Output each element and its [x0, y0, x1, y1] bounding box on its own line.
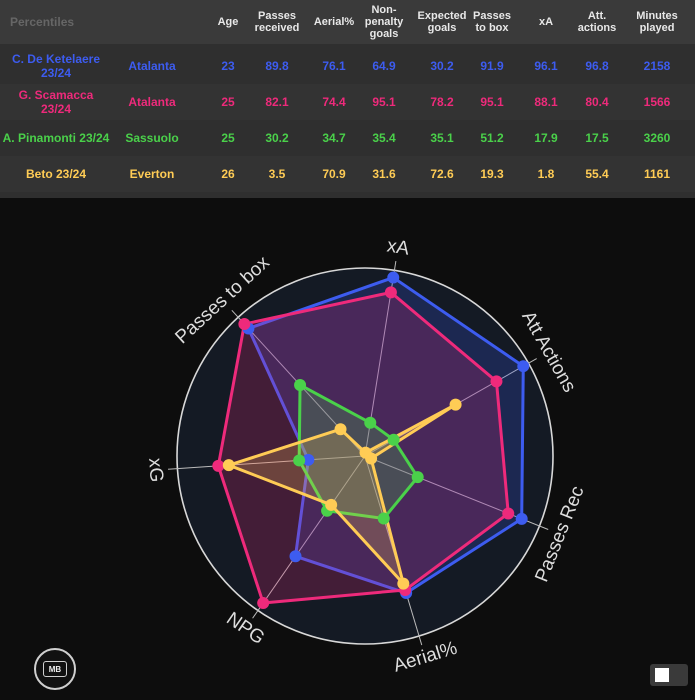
stat-cell: 78.2 — [430, 95, 454, 109]
radar-spoke — [252, 455, 366, 619]
data-point — [334, 423, 347, 436]
table-row: C. De Ketelaere 23/24 Atalanta 23 89.8 76.1 6… — [0, 48, 695, 84]
stat-cell: 35.1 — [430, 131, 454, 145]
stat-cell: 72.6 — [430, 167, 454, 181]
stat-cell: 17.5 — [585, 131, 609, 145]
player-name-cell: A. Pinamonti 23/24 — [2, 131, 110, 145]
data-point — [397, 577, 410, 590]
data-point — [212, 459, 225, 472]
stat-cell: 23 — [221, 59, 235, 73]
data-point — [238, 318, 251, 331]
radar-spoke — [168, 455, 366, 470]
toggle-knob — [655, 668, 669, 682]
stat-cell: 80.4 — [585, 95, 609, 109]
stat-cell: 96.1 — [534, 59, 558, 73]
header-age: Age — [217, 16, 239, 28]
stat-cell: 76.1 — [322, 59, 346, 73]
stat-cell: 31.6 — [372, 167, 396, 181]
data-point — [364, 416, 377, 429]
stat-cell: 1161 — [643, 167, 671, 181]
stat-cell: 30.2 — [265, 131, 289, 145]
team-cell: Everton — [129, 167, 175, 181]
player-name-cell: G. Scamacca 23/24 — [18, 88, 94, 116]
table-header-row: Percentiles Age Passes received Aerial% … — [0, 0, 695, 44]
stat-cell: 19.3 — [480, 167, 504, 181]
stat-cell: 91.9 — [480, 59, 504, 73]
stat-cell: 74.4 — [322, 95, 346, 109]
data-point — [490, 375, 503, 388]
header-aerial: Aerial% — [313, 16, 355, 28]
axis-label: Aerial% — [391, 638, 460, 677]
stat-cell: 34.7 — [322, 131, 346, 145]
header-expected-goals: Expected goals — [417, 10, 467, 34]
table-row: G. Scamacca 23/24 Atalanta 25 82.1 74.4 95.1 7… — [0, 84, 695, 120]
data-point — [325, 498, 338, 511]
player-name-cell: Beto 23/24 — [25, 167, 87, 181]
data-point — [377, 512, 390, 525]
stat-cell: 95.1 — [480, 95, 504, 109]
player-name-cell: C. De Ketelaere 23/24 — [11, 52, 101, 80]
data-point — [289, 550, 302, 563]
series-polygon — [227, 403, 458, 586]
stat-cell: 2158 — [643, 59, 671, 73]
team-cell: Atalanta — [128, 59, 176, 73]
team-cell: Atalanta — [128, 95, 176, 109]
data-point — [365, 452, 378, 465]
header-att-actions: Att. actions — [577, 10, 617, 34]
data-point — [293, 454, 306, 467]
data-point — [302, 453, 315, 466]
stat-cell: 1.8 — [537, 167, 555, 181]
stat-cell: 95.1 — [372, 95, 396, 109]
stat-cell: 88.1 — [534, 95, 558, 109]
mb-logo: MB — [34, 648, 76, 690]
stat-cell: 51.2 — [480, 131, 504, 145]
percentiles-table: Percentiles Age Passes received Aerial% … — [0, 0, 695, 198]
data-point — [517, 360, 530, 373]
stat-cell: 55.4 — [585, 167, 609, 181]
stat-cell: 17.9 — [534, 131, 558, 145]
mb-logo-mark: MB — [43, 661, 67, 677]
stat-cell: 1566 — [643, 95, 671, 109]
table-corner-label: Percentiles — [10, 15, 75, 29]
header-minutes-played: Minutes played — [636, 10, 678, 34]
data-point — [294, 378, 307, 391]
stat-cell: 89.8 — [265, 59, 289, 73]
axis-label: NPG — [222, 608, 268, 649]
data-point — [411, 471, 424, 484]
stat-cell: 82.1 — [265, 95, 289, 109]
axis-label: xG — [144, 457, 167, 483]
stat-cell: 25 — [221, 131, 235, 145]
header-xa: xA — [538, 16, 554, 28]
stat-cell: 35.4 — [372, 131, 396, 145]
data-point — [515, 512, 528, 525]
data-point — [449, 398, 462, 411]
data-point — [384, 286, 397, 299]
header-passes-received: Passes received — [254, 10, 300, 34]
stat-cell: 3260 — [643, 131, 671, 145]
table-row: Beto 23/24 Everton 26 3.5 70.9 31.6 72.6 19.3 1.… — [0, 156, 695, 192]
team-cell: Sassuolo — [125, 131, 179, 145]
data-point — [387, 271, 400, 284]
series-polygon — [297, 383, 420, 520]
data-point — [257, 596, 270, 609]
stat-cell: 26 — [221, 167, 235, 181]
stat-cell: 3.5 — [268, 167, 286, 181]
axis-label: xA — [385, 235, 411, 259]
stat-cell: 70.9 — [322, 167, 346, 181]
data-point — [502, 507, 515, 520]
toggle-switch[interactable] — [650, 664, 688, 686]
table-row: A. Pinamonti 23/24 Sassuolo 25 30.2 34.7 35.4… — [0, 120, 695, 156]
data-point — [222, 459, 235, 472]
data-point — [387, 433, 400, 446]
stat-cell: 96.8 — [585, 59, 609, 73]
stat-cell: 25 — [221, 95, 235, 109]
header-non-penalty-goals: Non-penalty goals — [364, 4, 404, 40]
header-passes-to-box: Passes to box — [473, 10, 511, 34]
stat-cell: 30.2 — [430, 59, 454, 73]
stat-cell: 64.9 — [372, 59, 396, 73]
